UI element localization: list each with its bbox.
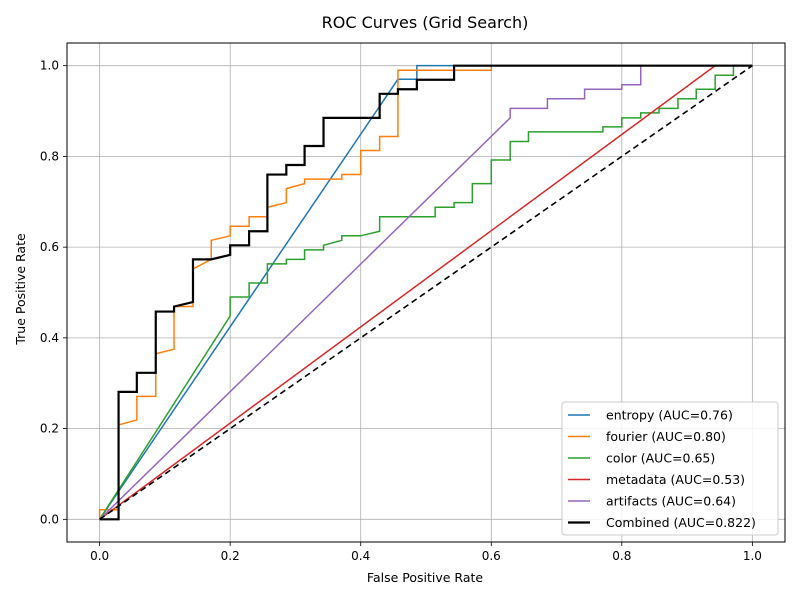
legend-entry-label: Combined (AUC=0.822) — [606, 515, 756, 530]
legend-entry-label: artifacts (AUC=0.64) — [606, 494, 736, 509]
y-axis-label: True Positive Rate — [13, 233, 28, 346]
x-tick-label: 0.8 — [612, 549, 631, 563]
x-tick-label: 0.6 — [482, 549, 501, 563]
chart-title: ROC Curves (Grid Search) — [322, 13, 529, 32]
plot-frame — [66, 42, 786, 543]
series-line-1 — [98, 64, 753, 520]
legend-entry-label: color (AUC=0.65) — [606, 451, 715, 466]
grid-lines — [67, 43, 785, 542]
y-tick-label: 0.0 — [40, 512, 59, 526]
x-tick-label: 1.0 — [743, 549, 762, 563]
axis-ticks: 0.0 0.2 0.4 0.6 0.8 1.0 0.0 0.2 0.4 0.6 0.8 1.0 — [40, 59, 762, 563]
reference-diagonal — [99, 65, 753, 520]
y-tick-label: 0.6 — [40, 240, 59, 254]
series-lines — [98, 64, 753, 521]
x-tick-label: 0.0 — [90, 549, 109, 563]
series-line-4 — [99, 64, 753, 520]
legend-entry-label: fourier (AUC=0.80) — [606, 429, 726, 444]
x-tick-label: 0.4 — [351, 549, 370, 563]
y-tick-label: 1.0 — [40, 59, 59, 73]
series-line-2 — [99, 64, 753, 520]
legend: entropy (AUC=0.76) fourier (AUC=0.80) colo… — [561, 401, 779, 536]
x-axis-label: False Positive Rate — [367, 570, 483, 585]
legend-entry-label: metadata (AUC=0.53) — [606, 472, 745, 487]
y-tick-label: 0.2 — [40, 422, 59, 436]
legend-box — [561, 401, 779, 536]
legend-entry-label: entropy (AUC=0.76) — [606, 408, 733, 423]
series-line-5 — [99, 64, 753, 521]
y-tick-label: 0.8 — [40, 149, 59, 163]
y-tick-label: 0.4 — [40, 331, 59, 345]
x-tick-label: 0.2 — [221, 549, 240, 563]
